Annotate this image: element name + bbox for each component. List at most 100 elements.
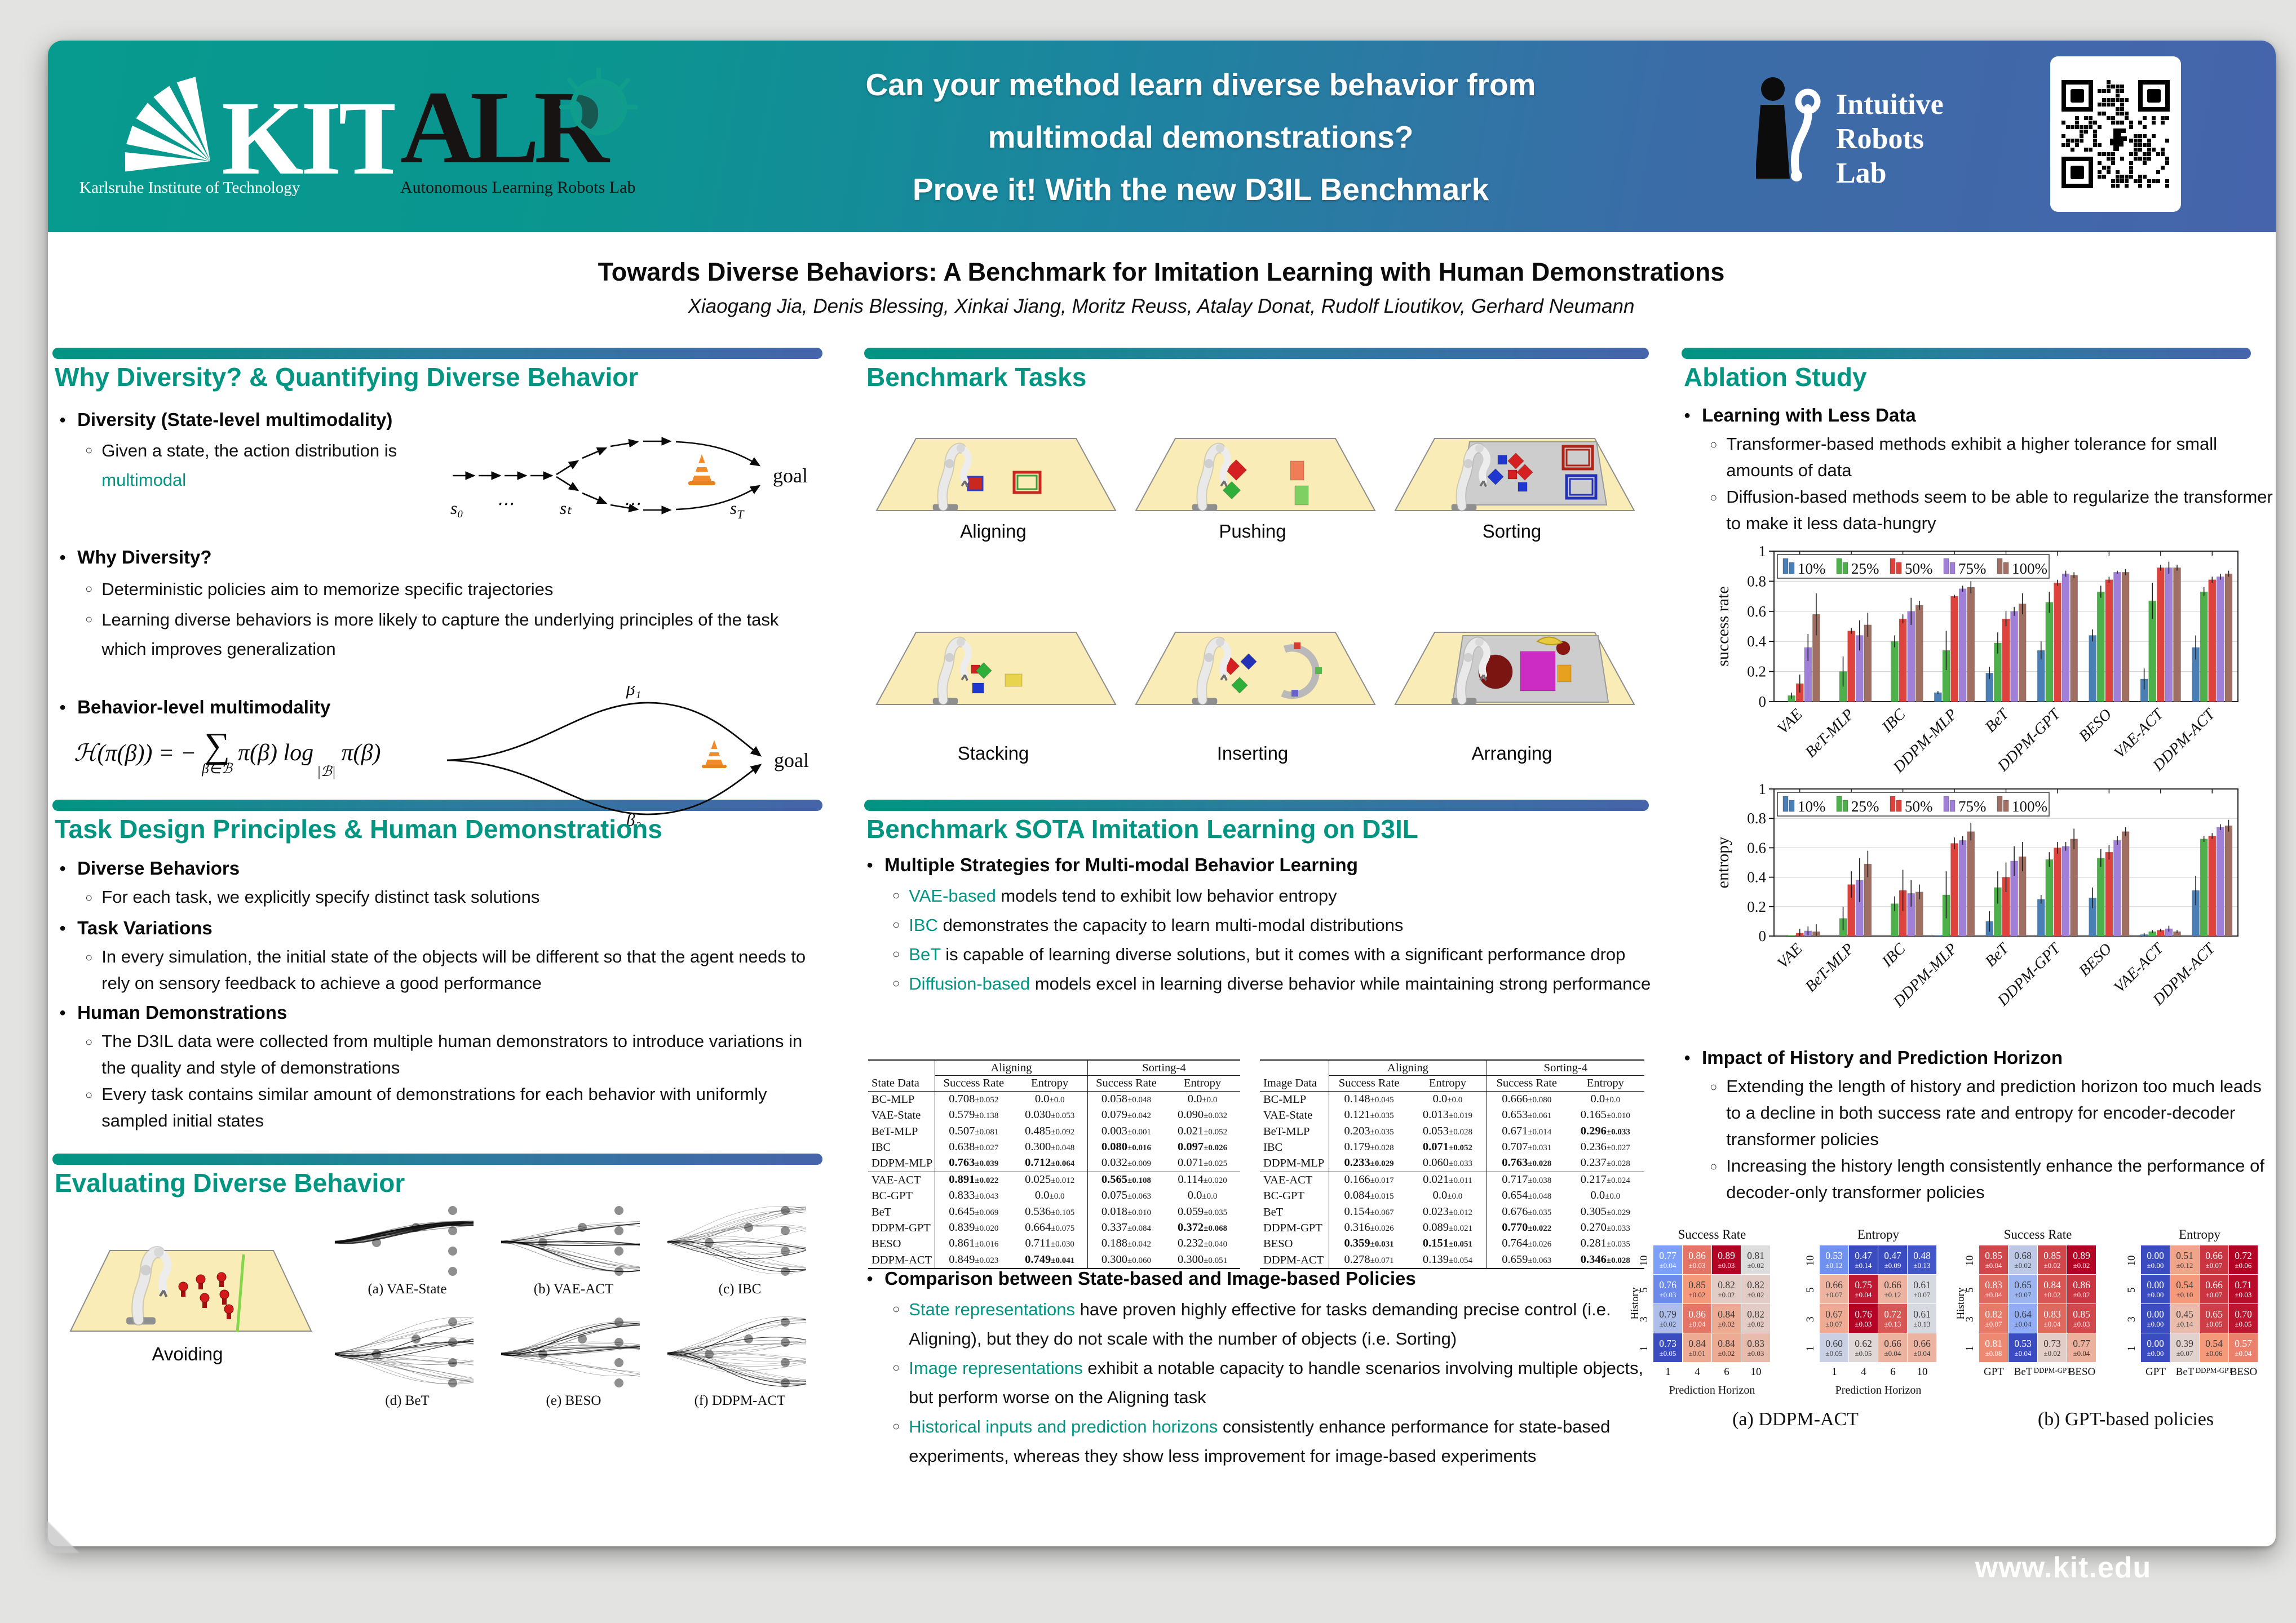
sub-bullet-text: Historical inputs and prediction horizon… — [909, 1417, 1611, 1466]
circle-marker: ○ — [892, 947, 900, 961]
heatmap-col-label: DDPM-GPT — [2033, 1366, 2072, 1374]
heatmap-cell: 0.75 ±0.04 — [1849, 1275, 1878, 1303]
table-value-cell: 0.300±0.060 — [1087, 1252, 1165, 1270]
heatmap-cell: 0.76 ±0.03 — [1849, 1304, 1878, 1333]
heatmap-cell: 0.66 ±0.07 — [1820, 1275, 1848, 1303]
heatmap-cell: 0.39 ±0.07 — [2170, 1333, 2199, 1362]
table-value-cell: 0.058±0.048 — [1087, 1091, 1165, 1108]
heatmap-col-label: BESO — [2068, 1366, 2096, 1378]
table-value-cell: 0.203±0.035 — [1329, 1123, 1409, 1140]
trajectory-figure — [667, 1316, 807, 1387]
table-name-header: Image Data — [1260, 1075, 1329, 1092]
table-sub-header: Entropy — [1409, 1075, 1487, 1092]
robot-arm-icon — [1192, 636, 1231, 706]
strategies-sublist: ○ VAE-based models tend to exhibit low be… — [892, 881, 1653, 999]
svg-text:25%: 25% — [1851, 798, 1879, 815]
svg-text:0: 0 — [1759, 928, 1767, 944]
heatmap-cell: 0.82 ±0.02 — [1712, 1275, 1741, 1303]
table-value-cell: 0.154±0.067 — [1329, 1204, 1409, 1221]
image-results-table: Aligning Sorting-4 Image Data Success Rate E… — [1260, 1059, 1644, 1270]
poster-headline: Can your method learn diverse behavior f… — [665, 59, 1736, 216]
table-value-cell: 0.300±0.051 — [1165, 1252, 1240, 1270]
heatmap-cell: 0.77 ±0.04 — [1653, 1245, 1682, 1274]
sub-bullet-text: Increasing the history length consistent… — [1726, 1156, 2264, 1202]
task-label: Pushing — [1219, 521, 1286, 542]
bullet-diversity: ● Diversity (State-level multimodality) — [59, 409, 393, 430]
heatmap-ylabel: History — [1955, 1287, 1967, 1320]
table-value-cell: 0.084±0.015 — [1329, 1188, 1409, 1204]
table-value-cell: 0.337±0.084 — [1087, 1220, 1165, 1236]
table-value-cell: 0.0±0.0 — [1034, 1189, 1065, 1202]
heatmap-cell: 0.54 ±0.06 — [2200, 1333, 2228, 1362]
page-title: Towards Diverse Behaviors: A Benchmark f… — [598, 258, 1725, 286]
heatmap-cell: 0.86 ±0.02 — [2067, 1275, 2096, 1303]
table-value-cell: 0.638±0.027 — [935, 1139, 1012, 1156]
irl-logo-line-1: Intuitive — [1836, 88, 1944, 121]
section-heading-sota: Benchmark SOTA Imitation Learning on D3I… — [866, 814, 1418, 844]
svg-text:VAE: VAE — [1774, 706, 1806, 738]
task-design-list: ● Diverse Behaviors ○ For each task, we exp… — [59, 852, 821, 1134]
state-results-table: Aligning Sorting-4 State Data Success Rate E… — [868, 1059, 1240, 1270]
irl-robot-arm-icon — [1791, 88, 1821, 181]
heatmap-col-label: 6 — [1724, 1366, 1729, 1378]
bullet-diversity-sub: ○ Given a state, the action distribution … — [85, 441, 397, 490]
sub-bullet: ○ IBC demonstrates the capacity to learn … — [892, 911, 1653, 940]
heatmap-col-label: 6 — [1890, 1366, 1896, 1378]
sub-bullet-text: Diffusion-based models excel in learning… — [909, 974, 1651, 994]
heatmap-cell: 0.67 ±0.07 — [1820, 1304, 1848, 1333]
sub-bullet-text: BeT is capable of learning diverse solut… — [909, 944, 1626, 964]
heatmap-col-label: 4 — [1861, 1366, 1866, 1378]
sub-bullet: ○ Increasing the history length consisten… — [1710, 1152, 2279, 1205]
robot-arm-icon — [1451, 442, 1490, 512]
design-bullet: ● Diverse Behaviors — [59, 854, 821, 883]
heatmap-col-label: GPT — [1984, 1366, 2004, 1378]
table-value-cell: 0.0±0.0 — [1034, 1092, 1065, 1105]
heatmap-cell: 0.82 ±0.07 — [1979, 1304, 2008, 1333]
heatmap-row-label: 3 — [2126, 1316, 2138, 1322]
table-value-cell: 0.021±0.011 — [1423, 1173, 1472, 1186]
table-value-cell: 0.833±0.043 — [935, 1188, 1012, 1204]
svg-text:75%: 75% — [1958, 798, 1987, 815]
heatmap-title: Success Rate — [1678, 1227, 1746, 1241]
task-scene-aligning — [875, 438, 1117, 512]
heatmap-cell: 0.81 ±0.08 — [1979, 1333, 2008, 1362]
poster-card: KIT Karlsruhe Institute of Technology AL… — [47, 41, 2279, 1553]
svg-text:BeT-MLP: BeT-MLP — [1802, 940, 1858, 996]
task-scene-stacking — [875, 632, 1117, 706]
table-value-cell: 0.764±0.026 — [1486, 1236, 1567, 1252]
heatmap-col-label: 10 — [1750, 1366, 1762, 1378]
table-value-cell: 0.217±0.024 — [1580, 1173, 1630, 1186]
table-row-name: BC-GPT — [871, 1190, 913, 1203]
headline-line-3: Prove it! With the new D3IL Benchmark — [912, 172, 1489, 207]
table-value-cell: 0.023±0.012 — [1422, 1205, 1472, 1218]
table-row-name: DDPM-GPT — [1263, 1222, 1322, 1235]
table-group-header: Aligning — [935, 1059, 1088, 1076]
svg-text:0.4: 0.4 — [1747, 869, 1766, 886]
heatmap-cell: 0.84 ±0.02 — [2038, 1275, 2067, 1303]
section-bar — [864, 800, 1649, 811]
avoiding-label: Avoiding — [152, 1343, 223, 1364]
heatmap-cell: 0.00 ±0.00 — [2141, 1304, 2170, 1333]
alr-logo-subtitle: Autonomous Learning Robots Lab — [400, 178, 635, 197]
heatmap-cell: 0.66 ±0.07 — [2200, 1245, 2228, 1274]
svg-text:0.2: 0.2 — [1747, 663, 1766, 680]
chart-legend: 10% 25% 50% 75% 100% — [1777, 554, 2050, 579]
heatmap-cell: 0.61 ±0.13 — [1908, 1304, 1936, 1333]
table-sub-header: Success Rate — [935, 1075, 1012, 1092]
heatmap-col-label: 1 — [1665, 1366, 1671, 1378]
heatmap-caption-a: (a) DDPM-ACT — [1732, 1409, 1859, 1430]
task-scene-sorting — [1394, 438, 1635, 512]
sub-bullet-text: Transformer-based methods exhibit a high… — [1726, 434, 2217, 480]
sub-bullet-text: Image representations exhibit a notable … — [909, 1358, 1644, 1407]
sub-bullet: ○ Diffusion-based methods seem to be able… — [1710, 484, 2273, 536]
heatmap-col-label: BeT — [2175, 1366, 2195, 1378]
task-label: Stacking — [957, 743, 1029, 764]
table-value-cell: 0.346±0.028 — [1566, 1252, 1644, 1270]
robot-arm-icon — [1192, 442, 1231, 512]
sub-bullet-text: Extending the length of history and pred… — [1726, 1076, 2262, 1149]
bullet-multiple-strategies: ● Multiple Strategies for Multi-modal Beh… — [866, 854, 1358, 875]
trajectory-figure — [667, 1206, 807, 1276]
table-value-cell: 0.891±0.022 — [935, 1172, 1012, 1189]
sub-bullet: ○ State representations have proven highl… — [892, 1295, 1653, 1354]
table-value-cell: 0.485±0.092 — [1025, 1124, 1075, 1137]
